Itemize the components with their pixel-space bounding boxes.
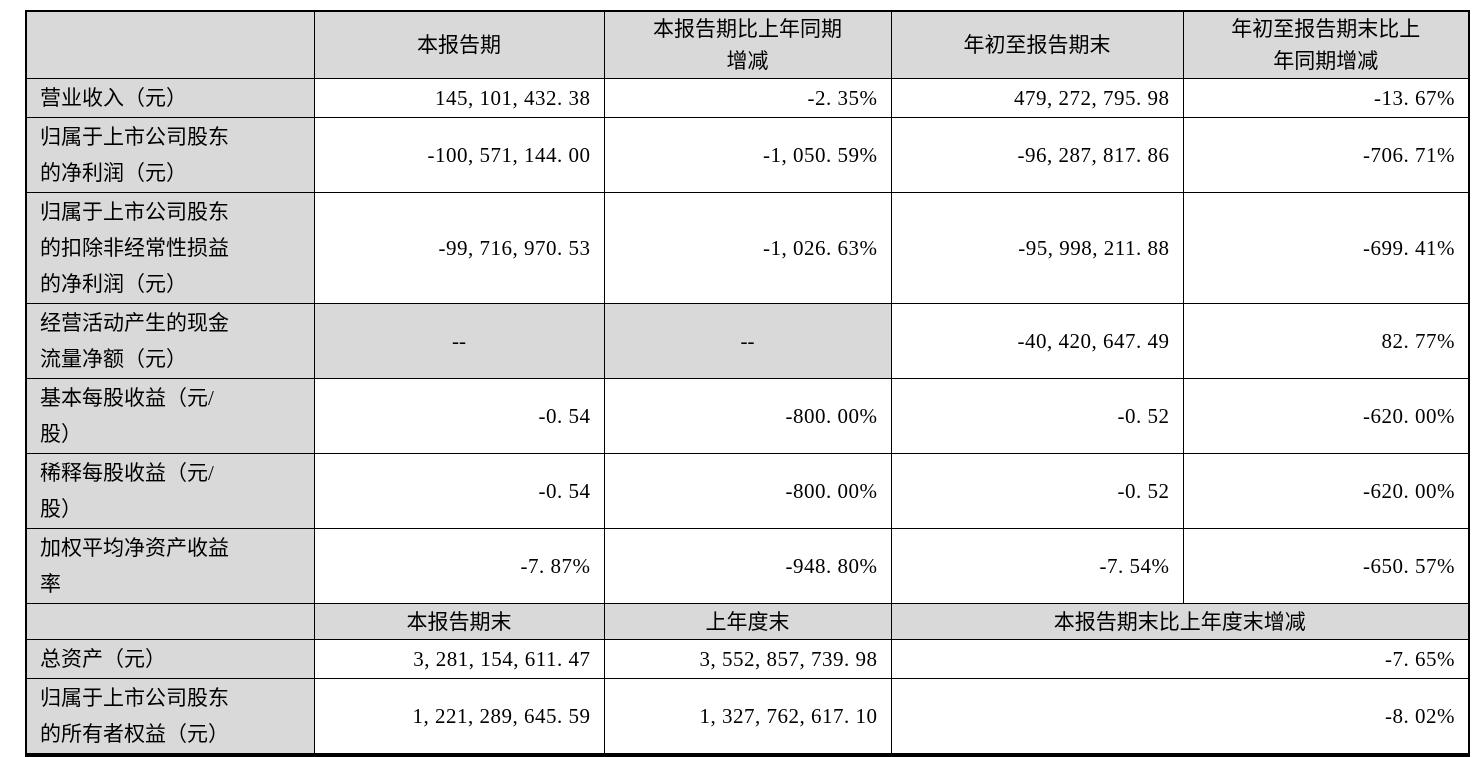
- header-row: 本报告期 本报告期比上年同期 增减 年初至报告期末 年初至报告期末比上 年同期增…: [25, 10, 1470, 79]
- row-label: 稀释每股收益（元/ 股）: [25, 453, 315, 529]
- header-current-period: 本报告期: [313, 10, 605, 79]
- row-total-assets: 总资产（元） 3, 281, 154, 611. 47 3, 552, 857,…: [25, 639, 1470, 679]
- row-equity-attributable-to-shareholders: 归属于上市公司股东 的所有者权益（元） 1, 221, 289, 645. 59…: [25, 678, 1470, 756]
- row-diluted-eps: 稀释每股收益（元/ 股） -0. 54 -800. 00% -0. 52 -62…: [25, 453, 1470, 529]
- row-label: 归属于上市公司股东 的所有者权益（元）: [25, 678, 315, 756]
- ytd-change-value: -620. 00%: [1182, 378, 1470, 454]
- ytd-value: -96, 287, 817. 86: [890, 117, 1184, 193]
- row-label: 总资产（元）: [25, 639, 315, 679]
- prior-year-end-value: 3, 552, 857, 739. 98: [603, 639, 892, 679]
- current-period-value: -0. 54: [313, 378, 605, 454]
- ytd-value: -0. 52: [890, 453, 1184, 529]
- period-end-header-row: 本报告期末 上年度末 本报告期末比上年度末增减: [25, 603, 1470, 640]
- current-period-value: --: [313, 303, 605, 379]
- yoy-change-value: -800. 00%: [603, 378, 892, 454]
- ytd-change-value: -699. 41%: [1182, 192, 1470, 304]
- row-weighted-average-roe: 加权平均净资产收益 率 -7. 87% -948. 80% -7. 54% -6…: [25, 528, 1470, 604]
- ytd-value: -0. 52: [890, 378, 1184, 454]
- period-end-value: 3, 281, 154, 611. 47: [313, 639, 605, 679]
- header-ytd: 年初至报告期末: [890, 10, 1184, 79]
- header-corner-cell: [25, 10, 315, 79]
- header-current-period-yoy-change: 本报告期比上年同期 增减: [603, 10, 892, 79]
- ytd-value: -7. 54%: [890, 528, 1184, 604]
- current-period-value: -0. 54: [313, 453, 605, 529]
- row-label: 营业收入（元）: [25, 78, 315, 118]
- ytd-value: 479, 272, 795. 98: [890, 78, 1184, 118]
- financial-summary-table: 本报告期 本报告期比上年同期 增减 年初至报告期末 年初至报告期末比上 年同期增…: [25, 10, 1470, 757]
- row-net-profit-attributable: 归属于上市公司股东 的净利润（元） -100, 571, 144. 00 -1,…: [25, 117, 1470, 193]
- row-basic-eps: 基本每股收益（元/ 股） -0. 54 -800. 00% -0. 52 -62…: [25, 378, 1470, 454]
- yoy-change-value: -1, 026. 63%: [603, 192, 892, 304]
- ytd-change-value: -620. 00%: [1182, 453, 1470, 529]
- yoy-change-value: -800. 00%: [603, 453, 892, 529]
- current-period-value: -99, 716, 970. 53: [313, 192, 605, 304]
- row-label: 归属于上市公司股东 的扣除非经常性损益 的净利润（元）: [25, 192, 315, 304]
- row-label: 基本每股收益（元/ 股）: [25, 378, 315, 454]
- row-operating-cash-flow: 经营活动产生的现金 流量净额（元） -- -- -40, 420, 647. 4…: [25, 303, 1470, 379]
- prior-year-end-value: 1, 327, 762, 617. 10: [603, 678, 892, 756]
- yoy-change-value: -948. 80%: [603, 528, 892, 604]
- ytd-change-value: -706. 71%: [1182, 117, 1470, 193]
- change-value: -8. 02%: [890, 678, 1470, 756]
- ytd-change-value: 82. 77%: [1182, 303, 1470, 379]
- ytd-value: -95, 998, 211. 88: [890, 192, 1184, 304]
- header-prior-year-end: 上年度末: [603, 603, 892, 640]
- ytd-change-value: -13. 67%: [1182, 78, 1470, 118]
- row-label: 经营活动产生的现金 流量净额（元）: [25, 303, 315, 379]
- yoy-change-value: -1, 050. 59%: [603, 117, 892, 193]
- header-report-period-end: 本报告期末: [313, 603, 605, 640]
- current-period-value: 145, 101, 432. 38: [313, 78, 605, 118]
- row-label: 归属于上市公司股东 的净利润（元）: [25, 117, 315, 193]
- current-period-value: -100, 571, 144. 00: [313, 117, 605, 193]
- ytd-change-value: -650. 57%: [1182, 528, 1470, 604]
- header-ytd-yoy-change: 年初至报告期末比上 年同期增减: [1182, 10, 1470, 79]
- ytd-value: -40, 420, 647. 49: [890, 303, 1184, 379]
- row-operating-revenue: 营业收入（元） 145, 101, 432. 38 -2. 35% 479, 2…: [25, 78, 1470, 118]
- period-end-corner-cell: [25, 603, 315, 640]
- row-net-profit-excl-non-recurring: 归属于上市公司股东 的扣除非经常性损益 的净利润（元） -99, 716, 97…: [25, 192, 1470, 304]
- period-end-value: 1, 221, 289, 645. 59: [313, 678, 605, 756]
- row-label: 加权平均净资产收益 率: [25, 528, 315, 604]
- change-value: -7. 65%: [890, 639, 1470, 679]
- yoy-change-value: --: [603, 303, 892, 379]
- current-period-value: -7. 87%: [313, 528, 605, 604]
- yoy-change-value: -2. 35%: [603, 78, 892, 118]
- header-change-vs-prior-year-end: 本报告期末比上年度末增减: [890, 603, 1470, 640]
